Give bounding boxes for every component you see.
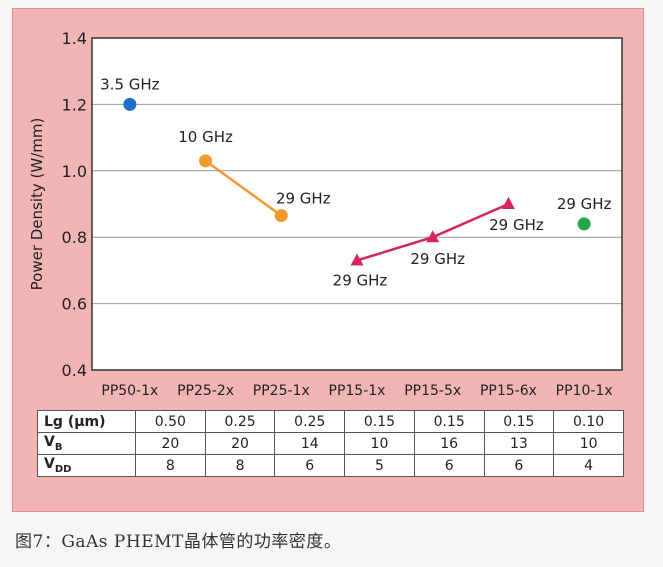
table-cell: 0.15 — [483, 410, 555, 433]
y-tick-label: 1.2 — [62, 95, 87, 114]
device-parameter-table: Lg (μm) 0.50 0.25 0.25 0.15 0.15 0.15 0.10 VB 20 2… — [37, 410, 624, 477]
row-header: Lg (μm) — [37, 410, 136, 433]
table-cell: 20 — [204, 432, 276, 455]
table-cell: 4 — [553, 454, 624, 477]
table-cell: 10 — [344, 432, 415, 455]
table-cell: 8 — [204, 454, 276, 477]
y-tick-label: 1.0 — [62, 162, 87, 181]
table-cell: 0.25 — [204, 410, 276, 433]
table-cell: 14 — [274, 432, 346, 455]
table-cell: 5 — [344, 454, 415, 477]
table-cell: 0.25 — [274, 410, 346, 433]
x-tick-label: PP50-1x — [101, 383, 158, 399]
y-tick-label: 1.4 — [62, 29, 87, 48]
data-point-circle — [199, 154, 213, 168]
y-tick-label: 0.8 — [62, 228, 87, 247]
data-label: 29 GHz — [489, 216, 544, 234]
y-axis-label: Power Density (W/mm) — [28, 118, 46, 291]
table-row: VB 20 20 14 10 16 13 10 — [37, 432, 624, 455]
data-point-circle — [577, 217, 591, 231]
x-tick-label: PP15-6x — [480, 383, 537, 399]
x-tick-label: PP25-2x — [177, 383, 234, 399]
table-row: Lg (μm) 0.50 0.25 0.25 0.15 0.15 0.15 0.10 — [37, 410, 624, 433]
table-cell: 0.50 — [135, 410, 206, 433]
x-tick-label: PP15-5x — [404, 383, 461, 399]
data-label: 29 GHz — [557, 195, 612, 213]
data-point-triangle — [426, 230, 440, 243]
table-cell: 16 — [413, 432, 485, 455]
plot-frame — [91, 37, 623, 371]
table-cell: 6 — [483, 454, 555, 477]
table-cell: 0.15 — [344, 410, 415, 433]
plot-area — [92, 38, 622, 370]
x-tick-label: PP15-1x — [329, 383, 386, 399]
y-tick-label: 0.6 — [62, 295, 87, 314]
data-label: 10 GHz — [178, 128, 233, 146]
table-cell: 6 — [413, 454, 485, 477]
series-line — [204, 159, 283, 217]
data-label: 29 GHz — [410, 250, 465, 268]
row-header: VDD — [37, 454, 136, 477]
data-label: 29 GHz — [333, 271, 388, 289]
x-tick-label: PP25-1x — [253, 383, 310, 399]
power-density-chart: 0.4 0.6 0.8 1.0 1.2 1.4 PP50-1x PP25-2x PP25-1x P… — [28, 29, 623, 399]
row-header-subscript: DD — [54, 463, 72, 475]
table-cell: 13 — [483, 432, 555, 455]
figure-caption: 图7：GaAs PHEMT晶体管的功率密度。 — [15, 532, 342, 552]
data-label: 3.5 GHz — [100, 75, 160, 93]
data-point-triangle — [501, 197, 515, 209]
data-point-triangle — [350, 253, 364, 266]
row-header: VB — [37, 432, 136, 455]
table-cell: 6 — [274, 454, 346, 477]
table-row: VDD 8 8 6 5 6 6 4 — [37, 454, 624, 477]
table-cell: 0.15 — [413, 410, 485, 433]
table-cell: 0.10 — [553, 410, 624, 433]
table-cell: 8 — [135, 454, 206, 477]
data-point-circle — [274, 209, 288, 223]
table-cell: 10 — [553, 432, 624, 455]
x-tick-label: PP10-1x — [556, 383, 613, 399]
table-cell: 20 — [135, 432, 206, 455]
y-tick-label: 0.4 — [62, 361, 87, 380]
row-header-subscript: B — [54, 441, 63, 453]
data-label: 29 GHz — [276, 190, 331, 208]
data-point-circle — [123, 97, 137, 111]
